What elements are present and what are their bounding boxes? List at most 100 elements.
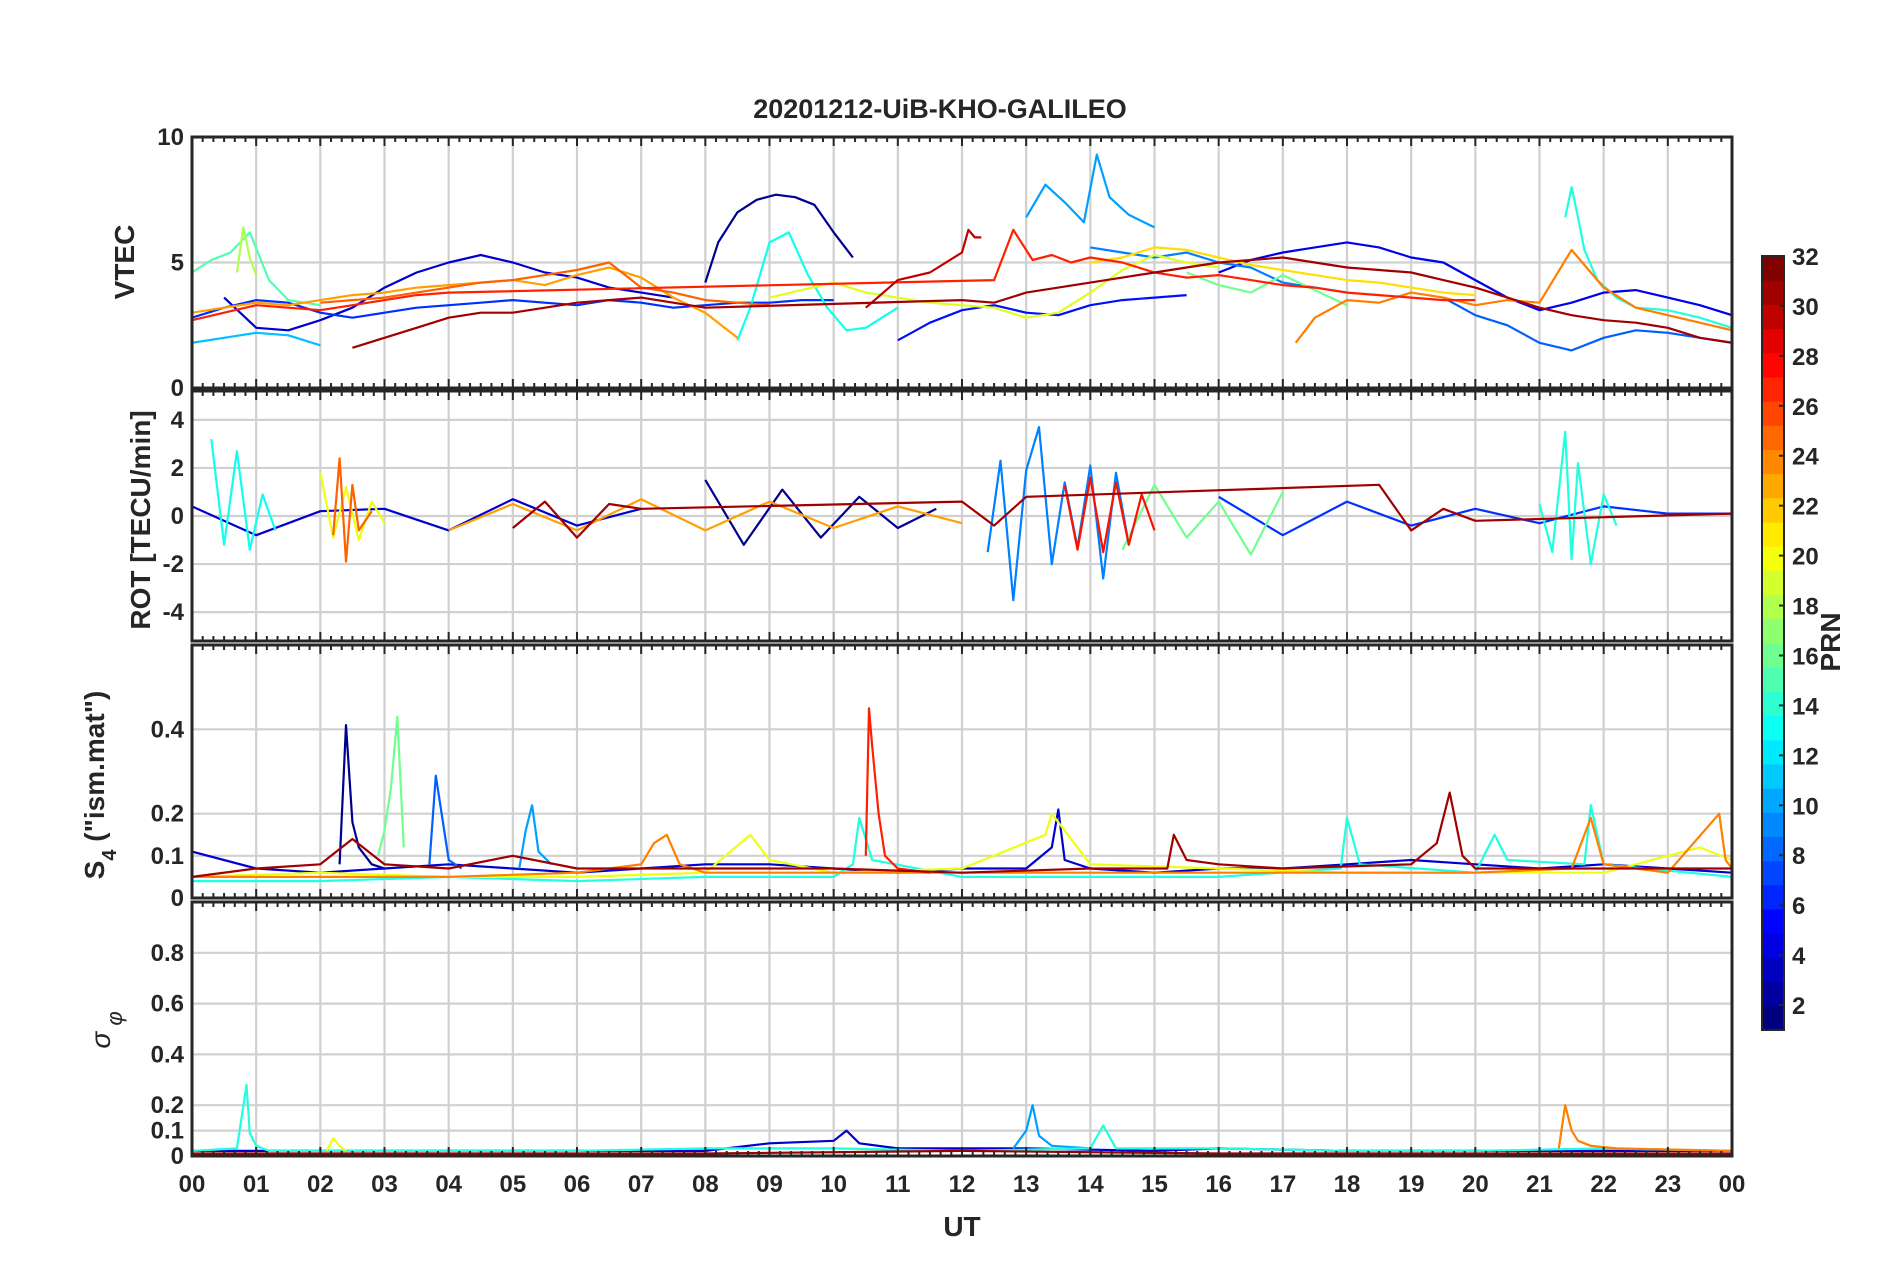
colorbar-tick-label: 30 [1792, 294, 1819, 321]
y-tick-label: 0.2 [151, 1092, 184, 1119]
x-tick-label: 18 [1334, 1171, 1361, 1198]
x-tick-label: 20 [1462, 1171, 1489, 1198]
series-line-prn-31 [192, 791, 1732, 878]
s4-label-text: S4 ("ism.mat") [79, 691, 121, 880]
x-tick-label: 14 [1077, 1171, 1104, 1198]
y-axis-label-vtec: VTEC [109, 225, 140, 300]
series-line-prn-5 [897, 294, 1187, 342]
series-line-prn-11 [192, 331, 321, 347]
y-tick-label: -4 [163, 599, 185, 626]
y-tick-label: -2 [163, 551, 184, 578]
colorbar-swatch [1762, 522, 1784, 547]
series-line-prn-16 [377, 715, 405, 857]
colorbar-swatch [1762, 449, 1784, 475]
x-tick-label: 15 [1141, 1171, 1168, 1198]
plot-frame [190, 135, 1734, 390]
series-line-prn-20 [319, 472, 386, 542]
colorbar-swatch [1762, 763, 1784, 789]
x-tick-label: 00 [1719, 1171, 1746, 1198]
series-line-prn-27 [192, 228, 1476, 322]
y-tick-label: 0.6 [151, 991, 184, 1018]
y-tick-label: 0 [171, 503, 184, 530]
series-line-prn-23 [192, 266, 739, 339]
y-tick-label: 0.1 [151, 1118, 184, 1145]
panel-rot: -4 -2 0 2 4 [163, 389, 1734, 643]
colorbar-tick-label: 24 [1792, 444, 1819, 471]
series-line-prn-31 [352, 256, 1732, 349]
colorbar-swatch [1762, 1005, 1784, 1031]
series-line-prn-8 [1442, 296, 1732, 352]
y-axis-label-rot: ROT [TECU/min] [125, 410, 156, 629]
x-tick-label: 07 [628, 1171, 655, 1198]
series-line-prn-25 [320, 261, 770, 307]
colorbar-tick-label: 18 [1792, 594, 1819, 621]
series-line-prn-1 [704, 479, 937, 546]
y-tick-label: 4 [171, 407, 185, 434]
x-tick-label: 06 [564, 1171, 591, 1198]
series-line-prn-10 [1025, 153, 1155, 229]
colorbar-tick-label: 2 [1792, 993, 1805, 1020]
x-tick-label: 10 [820, 1171, 847, 1198]
series-line-prn-4 [1218, 241, 1732, 317]
colorbar-tick-label: 32 [1792, 244, 1819, 271]
series-line-prn-21 [1090, 246, 1476, 297]
colorbar-swatch [1762, 376, 1784, 402]
colorbar-swatch [1762, 570, 1784, 596]
series-line-prn-1 [338, 723, 385, 870]
x-tick-label: 02 [307, 1171, 334, 1198]
series-line-prn-1 [704, 193, 854, 283]
chart-title: 20201212-UiB-KHO-GALILEO [753, 94, 1127, 124]
colorbar-tick-label: 10 [1792, 793, 1819, 820]
panel-s4: 0 0.1 0.2 0.4 [151, 643, 1734, 912]
colorbar-swatch [1762, 836, 1784, 862]
colorbar-swatch [1762, 739, 1784, 765]
y-tick-label: 0.2 [151, 801, 184, 828]
series-line-prn-18 [235, 226, 258, 276]
x-tick-label: 08 [692, 1171, 719, 1198]
series-line-prn-3 [223, 253, 674, 332]
panel-sigma-phi: 00.10.2 0.4 0.6 0.8 [151, 900, 1734, 1170]
colorbar-label: PRN [1815, 612, 1846, 671]
colorbar-swatch [1762, 304, 1784, 330]
x-tick-label: 22 [1590, 1171, 1617, 1198]
colorbar-swatch [1762, 352, 1784, 378]
colorbar-swatch [1762, 425, 1784, 450]
x-tick-label: 12 [949, 1171, 976, 1198]
colorbar-swatch [1762, 328, 1784, 354]
y-tick-label: 0 [171, 1143, 184, 1170]
x-tick-label: 17 [1269, 1171, 1296, 1198]
y-tick-label: 2 [171, 455, 184, 482]
x-tick-label: 01 [243, 1171, 270, 1198]
x-tick-labels: 00 01 02 03 04 05 06 07 08 09 10 11 12 13 14 15 16 17 18 19… [179, 1171, 1746, 1198]
colorbar-tick-label: 28 [1792, 344, 1819, 371]
series-line-prn-27 [864, 707, 931, 874]
colorbar-swatch [1762, 618, 1784, 644]
colorbar-swatch [1762, 909, 1784, 934]
colorbar-swatch [1762, 401, 1784, 426]
plot-frame [190, 643, 1734, 900]
colorbar-swatch [1762, 546, 1784, 571]
series-line-prn-9 [986, 426, 1130, 602]
colorbar-swatch [1762, 256, 1784, 281]
series-line-prn-10 [1012, 1104, 1091, 1150]
x-tick-label: 23 [1654, 1171, 1681, 1198]
x-tick-label: 03 [371, 1171, 398, 1198]
colorbar-swatch [1762, 715, 1784, 741]
plot-frame [190, 900, 1734, 1158]
colorbar-swatch [1762, 643, 1784, 668]
series-line-prn-31 [512, 483, 1732, 539]
y-axis-label-s4: S4 ("ism.mat") [79, 691, 121, 880]
y-tick-label: 5 [171, 250, 184, 277]
colorbar-swatch [1762, 473, 1784, 499]
x-tick-label: 05 [499, 1171, 526, 1198]
y-tick-label: 0.1 [151, 843, 184, 870]
series-line-prn-6 [1218, 495, 1732, 537]
colorbar-tick-label: 8 [1792, 843, 1805, 870]
colorbar-swatch [1762, 497, 1784, 523]
colorbar-swatch [1762, 691, 1784, 717]
colorbar-swatch [1762, 884, 1784, 910]
colorbar-tick-label: 20 [1792, 544, 1819, 571]
series-group [192, 426, 1732, 602]
x-tick-label: 16 [1205, 1171, 1232, 1198]
colorbar-swatch [1762, 788, 1784, 813]
